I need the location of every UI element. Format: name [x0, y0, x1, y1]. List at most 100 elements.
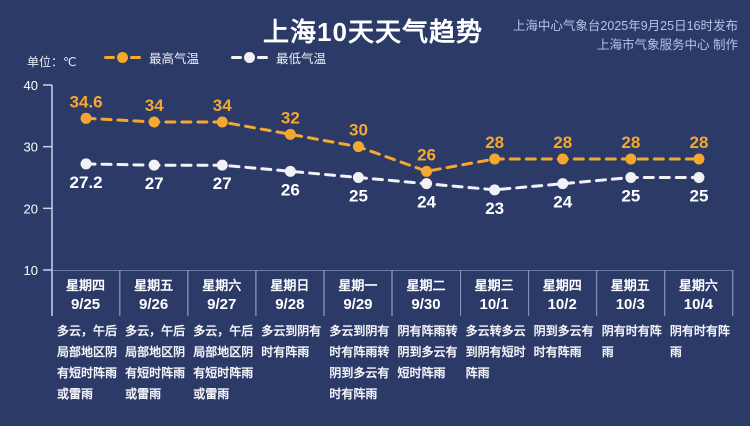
- legend-item-low: 最低气温: [231, 48, 326, 67]
- high-temp-point: [421, 165, 433, 177]
- publisher-info: 上海中心气象台2025年9月25日16时发布 上海市气象服务中心 制作: [513, 17, 738, 55]
- low-temp-value-label: 23: [485, 199, 504, 218]
- date-label: 9/26: [139, 295, 169, 313]
- high-temp-value-label: 28: [689, 133, 708, 152]
- high-temp-point: [489, 153, 501, 165]
- day-column: 星期六 10/4: [665, 271, 733, 316]
- high-temp-value-label: 30: [349, 121, 368, 140]
- weather-description: 多云，午后局部地区阴有短时阵雨或雷雨: [125, 324, 186, 401]
- weather-description: 多云到阴有时有阵雨: [261, 324, 322, 359]
- low-temp-value-label: 24: [553, 193, 572, 212]
- day-column: 星期六 9/27: [188, 271, 257, 316]
- high-temp-value-label: 28: [485, 133, 504, 152]
- y-tick-label: 20: [24, 201, 38, 216]
- day-column: 星期五 9/26: [120, 271, 189, 316]
- high-temp-point: [693, 153, 705, 165]
- day-column: 星期四 9/25: [52, 271, 121, 316]
- high-temp-marker-icon: [104, 52, 141, 63]
- high-temp-point: [148, 116, 160, 128]
- low-temp-value-label: 24: [417, 193, 436, 212]
- weekday-label: 星期一: [338, 277, 378, 293]
- weather-description: 多云，午后局部地区阴有短时阵雨或雷雨: [193, 324, 254, 401]
- weather-description: 阴有时有阵雨: [601, 324, 662, 359]
- weather-description: 阴有阵雨转阴到多云有短时阵雨: [397, 324, 458, 380]
- high-temp-value-label: 34.6: [70, 92, 103, 111]
- date-label: 10/2: [547, 295, 577, 313]
- high-temp-value-label: 28: [553, 133, 572, 152]
- date-label: 9/29: [343, 295, 373, 313]
- date-label: 9/27: [207, 295, 237, 313]
- low-temp-line: [84, 162, 701, 192]
- legend-label-low: 最低气温: [276, 52, 327, 66]
- weekday-label: 星期日: [270, 277, 310, 293]
- day-column: 星期二 9/30: [392, 271, 461, 316]
- high-temp-value-label: 34: [213, 96, 232, 115]
- day-column: 星期日 9/28: [256, 271, 325, 316]
- low-temp-value-label: 27.2: [70, 173, 103, 192]
- low-temp-value-label: 25: [349, 187, 368, 206]
- high-temp-point: [80, 112, 92, 124]
- day-header-row: 星期四 9/25 星期五 9/26 星期六 9/27 星期日 9/28 星期一 …: [52, 270, 733, 316]
- date-label: 9/28: [275, 295, 305, 313]
- low-temp-point: [625, 172, 637, 183]
- high-temp-point: [216, 116, 228, 128]
- high-temp-value-label: 34: [145, 96, 164, 115]
- legend-item-high: 最高气温: [104, 48, 199, 67]
- weather-forecast-row: 多云，午后局部地区阴有短时阵雨或雷雨 多云，午后局部地区阴有短时阵雨或雷雨 多云…: [52, 321, 733, 405]
- weekday-label: 星期三: [474, 277, 514, 293]
- low-temp-point: [284, 165, 296, 177]
- date-label: 10/4: [683, 295, 713, 313]
- low-temp-value-label: 26: [281, 180, 300, 199]
- day-column: 星期三 10/1: [461, 271, 529, 316]
- y-tick-label: 40: [24, 78, 38, 93]
- date-label: 9/30: [411, 295, 441, 313]
- high-temp-point: [557, 153, 569, 165]
- low-temp-point: [693, 172, 705, 183]
- weather-description: 多云，午后局部地区阴有短时阵雨或雷雨: [57, 324, 118, 401]
- date-label: 9/25: [70, 295, 101, 313]
- weather-description: 多云转多云到阴有短时阵雨: [465, 324, 526, 380]
- low-temp-value-label: 27: [213, 174, 232, 193]
- weather-description: 阴到多云有时有阵雨: [533, 324, 594, 359]
- high-temp-point: [284, 128, 296, 140]
- low-temp-value-label: 27: [145, 174, 164, 193]
- low-temp-point: [216, 159, 228, 171]
- day-column: 星期四 10/2: [529, 271, 597, 316]
- weekday-label: 星期二: [406, 277, 446, 293]
- day-column: 星期五 10/3: [597, 271, 665, 316]
- legend-label-high: 最高气温: [149, 52, 200, 66]
- chart-legend: 最高气温 最低气温: [104, 48, 326, 67]
- weekday-label: 星期六: [678, 277, 718, 293]
- weekday-label: 星期五: [134, 277, 174, 293]
- high-temp-value-label: 28: [621, 133, 640, 152]
- low-temp-point: [148, 159, 160, 171]
- publisher-line2: 上海市气象服务中心 制作: [597, 38, 738, 52]
- high-temp-value-label: 26: [417, 145, 436, 164]
- low-temp-point: [80, 158, 92, 170]
- high-temp-value-label: 32: [281, 108, 300, 127]
- unit-label: 单位：℃: [27, 55, 77, 69]
- weekday-label: 星期四: [66, 277, 106, 293]
- low-temp-marker-icon: [231, 52, 269, 63]
- publisher-line1: 上海中心气象台2025年9月25日16时发布: [512, 19, 738, 33]
- weekday-label: 星期五: [610, 277, 650, 293]
- high-temp-point: [625, 153, 637, 165]
- weather-description: 多云到阴有时有阵雨转阴到多云有时有阵雨: [329, 324, 390, 401]
- date-label: 10/1: [479, 295, 509, 313]
- weekday-label: 星期六: [202, 277, 242, 293]
- low-temp-value-label: 25: [689, 187, 708, 206]
- low-temp-point: [421, 178, 433, 190]
- high-temp-point: [352, 141, 364, 153]
- low-temp-value-label: 25: [621, 187, 640, 206]
- low-temp-point: [489, 184, 501, 196]
- page-title: 上海10天天气趋势: [263, 17, 483, 47]
- low-temp-point: [352, 172, 364, 183]
- day-column: 星期一 9/29: [324, 271, 393, 316]
- low-temp-point: [557, 178, 569, 190]
- y-tick-label: 10: [24, 263, 38, 278]
- weather-description: 阴有时有阵雨: [669, 324, 730, 359]
- weekday-label: 星期四: [542, 277, 582, 293]
- date-label: 10/3: [615, 295, 645, 313]
